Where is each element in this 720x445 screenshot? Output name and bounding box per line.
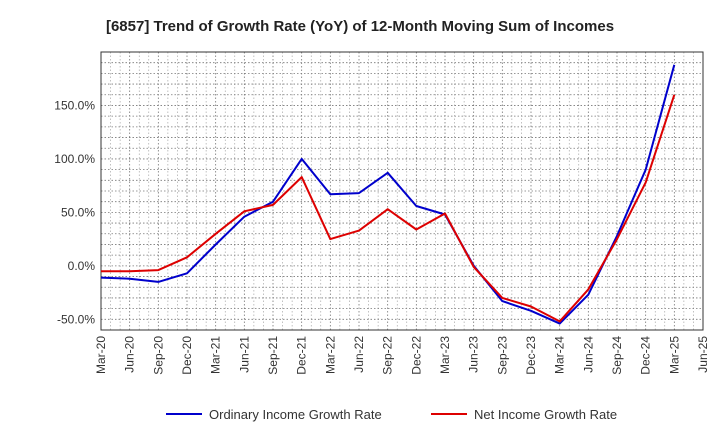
- x-tick-label: Jun-22: [352, 336, 366, 373]
- y-tick-label: -50.0%: [57, 312, 95, 326]
- x-tick-label: Dec-23: [524, 336, 538, 375]
- x-tick-label: Mar-23: [438, 336, 452, 374]
- legend-label-2: Net Income Growth Rate: [474, 407, 617, 422]
- x-tick-label: Jun-20: [123, 336, 137, 373]
- x-tick-label: Jun-23: [467, 336, 481, 373]
- plot-frame: [100, 51, 704, 331]
- x-tick-label: Dec-20: [180, 336, 194, 375]
- y-tick-label: 100.0%: [54, 152, 95, 166]
- x-tick-label: Sep-23: [495, 336, 509, 375]
- plot-area: -50.0% 0.0% 50.0% 100.0% 150.0% Mar-20 Jun-20 S…: [54, 51, 710, 375]
- x-tick-label: Sep-22: [381, 336, 395, 375]
- x-tick-label: Sep-24: [610, 336, 624, 375]
- y-tick-label: 0.0%: [68, 259, 96, 273]
- x-tick-label: Dec-22: [409, 336, 423, 375]
- x-tick-label: Mar-24: [553, 336, 567, 374]
- y-tick-label: 150.0%: [54, 98, 95, 112]
- x-tick-label: Jun-24: [581, 336, 595, 373]
- x-tick-label: Jun-21: [237, 336, 251, 373]
- x-tick-label: Mar-22: [323, 336, 337, 374]
- series-line-1: [100, 64, 676, 325]
- chart-title: [6857] Trend of Growth Rate (YoY) of 12-…: [106, 18, 614, 35]
- legend-label-1: Ordinary Income Growth Rate: [209, 407, 382, 422]
- series-line-2: [101, 94, 676, 323]
- x-tick-label: Mar-25: [667, 336, 681, 374]
- legend: Ordinary Income Growth Rate Net Income Gr…: [166, 407, 617, 422]
- x-tick-label: Jun-25: [696, 336, 710, 373]
- x-tick-label: Mar-21: [209, 336, 223, 374]
- y-tick-label: 50.0%: [61, 205, 95, 219]
- x-tick-label: Mar-20: [94, 336, 108, 374]
- x-tick-label: Sep-20: [151, 336, 165, 375]
- x-tick-label: Dec-24: [639, 336, 653, 375]
- x-tick-label: Dec-21: [295, 336, 309, 375]
- x-tick-label: Sep-21: [266, 336, 280, 375]
